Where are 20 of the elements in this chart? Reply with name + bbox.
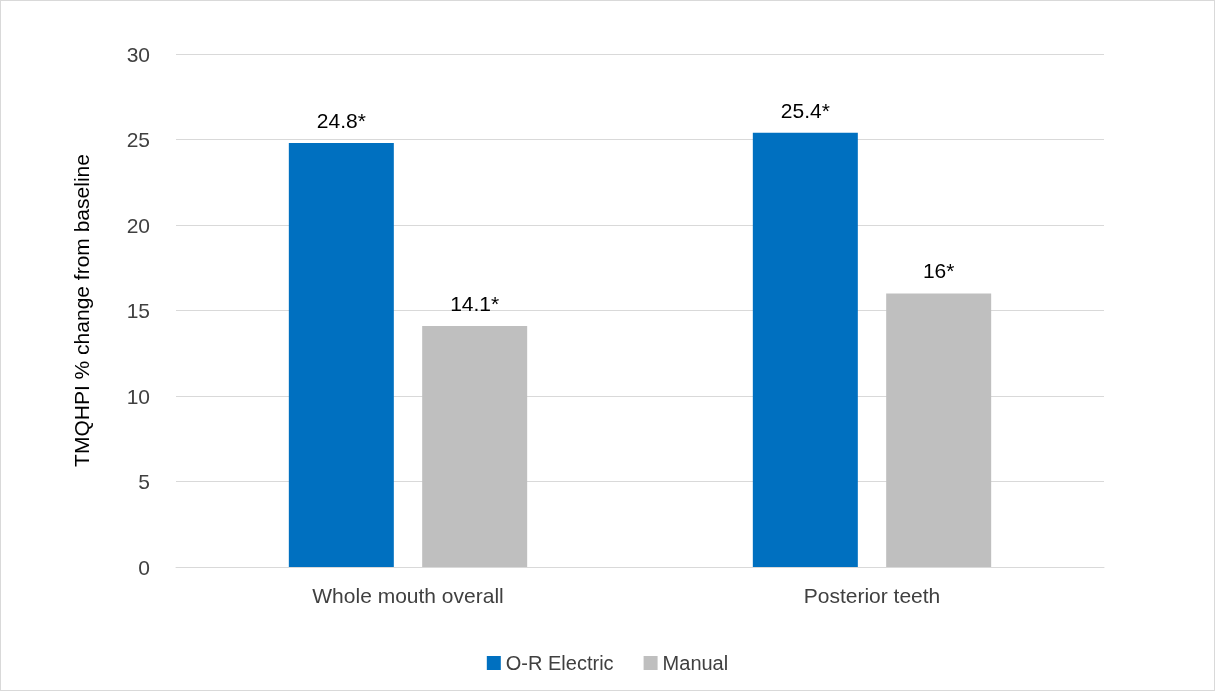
y-tick-label: 15 (126, 299, 150, 322)
bar (752, 132, 858, 567)
bar (886, 293, 992, 567)
legend-label: Manual (662, 652, 729, 674)
data-label: 14.1* (450, 291, 500, 315)
data-label: 25.4* (780, 98, 830, 122)
y-tick-label: 20 (126, 213, 150, 237)
bar (422, 325, 528, 567)
x-tick-label: Whole mouth overall (312, 584, 504, 607)
data-label: 16* (922, 259, 955, 283)
y-tick-label: 25 (126, 128, 150, 151)
x-tick-label: Posterior teeth (803, 584, 941, 607)
y-tick-label: 30 (126, 42, 150, 66)
bar (288, 142, 394, 567)
y-tick-label: 10 (126, 384, 150, 408)
legend-label: O-R Electric (505, 652, 614, 674)
data-label: 24.8* (316, 108, 366, 132)
y-tick-label: 0 (138, 555, 150, 579)
y-axis-title: TMQHPI % change from baseline (69, 154, 93, 467)
y-tick-label: 5 (138, 470, 150, 493)
